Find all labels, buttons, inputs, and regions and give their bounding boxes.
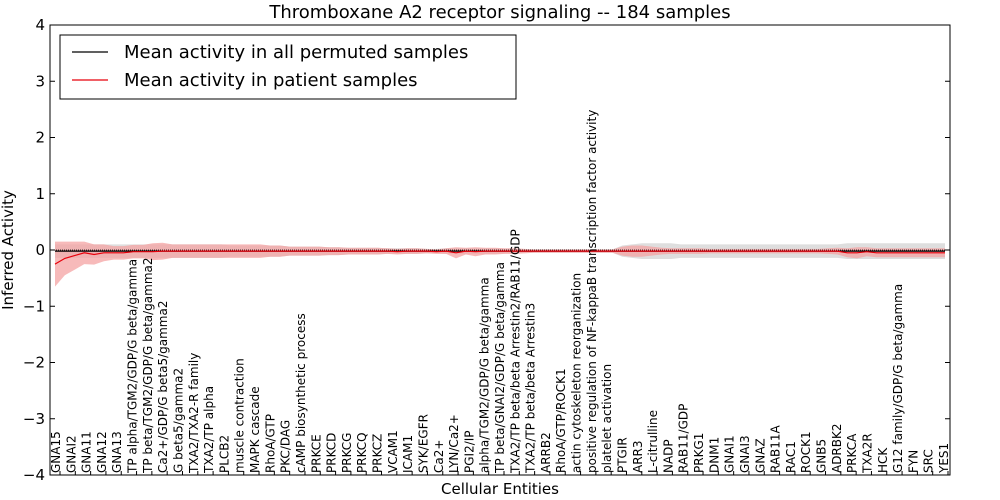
x-tick-label: platelet activation xyxy=(600,364,614,473)
x-tick-label: PRKCE xyxy=(309,434,323,473)
y-tick-label: 4 xyxy=(35,16,45,34)
x-tick-label: ICAM1 xyxy=(401,435,415,473)
x-tick-label: MAPK cascade xyxy=(248,386,262,473)
x-tick-label: positive regulation of NF-kappaB transcr… xyxy=(585,110,599,473)
x-tick-label: RhoA/GTP xyxy=(263,414,277,473)
x-tick-label: TXA2R xyxy=(860,433,874,474)
x-tick-label: muscle contraction xyxy=(233,358,247,473)
x-tick-label: GNAI1 xyxy=(723,435,737,473)
x-tick-label: TP beta/TGM2/GDP/G beta/gamma2 xyxy=(141,257,155,474)
series-lines xyxy=(54,250,945,265)
y-tick-label: 2 xyxy=(35,129,45,147)
x-tick-label: GNAZ xyxy=(753,438,767,473)
x-tick-label: TXA2/TP beta/beta Arrestin2/RAB11/GDP xyxy=(508,229,522,474)
patient-band xyxy=(55,241,945,287)
x-tick-label: GNA11 xyxy=(80,431,94,473)
x-tick-label: GNA15 xyxy=(49,431,63,473)
x-tick-label: ROCK1 xyxy=(799,431,813,473)
patient-mean-line xyxy=(54,250,945,265)
x-tick-labels: GNA15 GNAI2 GNA11 GNA12 GNA13 TP alpha/TGM2/G… xyxy=(49,110,951,475)
x-tick-label: RAB11/GDP xyxy=(677,404,691,473)
legend-box xyxy=(59,34,517,100)
x-tick-label: FYN xyxy=(906,450,920,473)
x-tick-label: GNA12 xyxy=(95,431,109,473)
y-tick-label: 3 xyxy=(35,72,45,90)
x-tick-label: SYK/EGFR xyxy=(416,414,430,473)
x-tick-label: HCK xyxy=(876,447,890,473)
x-tick-label: TXA2/TP beta/beta Arrestin3 xyxy=(524,303,538,474)
y-axis-label: Inferred Activity xyxy=(0,190,17,310)
x-tick-label: RAB11A xyxy=(769,424,783,473)
x-tick-label: GNB5 xyxy=(815,439,829,473)
x-tick-label: cAMP biosynthetic process xyxy=(294,313,308,473)
legend-label-permuted: Mean activity in all permuted samples xyxy=(124,42,468,63)
legend: Mean activity in all permuted samples Me… xyxy=(59,34,517,100)
x-tick-label: LYN/Ca2+ xyxy=(447,414,461,473)
x-tick-label: GNAI3 xyxy=(738,435,752,473)
x-tick-label: Ca2+/GDP/G beta5/gamma2 xyxy=(156,301,170,473)
x-tick-label: RhoA/GTP/ROCK1 xyxy=(554,368,568,473)
x-tick-label: PTGIR xyxy=(615,437,629,473)
x-tick-label: GNA13 xyxy=(110,431,124,473)
y-tick-label: −2 xyxy=(23,354,45,372)
x-tick-label: PGI2/IP xyxy=(462,430,476,473)
x-tick-label: GNAI2 xyxy=(64,435,78,473)
y-tick-label: −1 xyxy=(23,297,45,315)
x-tick-label: ARRB2 xyxy=(539,432,553,473)
x-tick-label: L-citrulline xyxy=(646,410,660,473)
x-tick-label: Ca2+ xyxy=(432,440,446,473)
x-tick-label: TXA2/TP alpha xyxy=(202,386,216,474)
x-tick-label: ARR3 xyxy=(631,440,645,473)
y-tick-label: 0 xyxy=(35,241,45,259)
y-tick-label: −4 xyxy=(23,466,45,484)
x-tick-label: PLCB2 xyxy=(217,435,231,473)
x-tick-label: PRKCD xyxy=(325,433,339,473)
y-ticks: −4 −3 −2 −1 0 1 2 3 4 xyxy=(23,16,950,484)
x-tick-label: DNM1 xyxy=(707,437,721,473)
x-tick-label: G12 family/GDP/G beta/gamma xyxy=(891,284,905,473)
y-tick-label: −3 xyxy=(23,410,45,428)
y-tick-label: 1 xyxy=(35,185,45,203)
x-tick-label: PRKCZ xyxy=(371,434,385,473)
x-tick-label: alpha/TGM2/GDP/G beta/gamma xyxy=(478,277,492,473)
x-tick-label: TP beta/GNAI2/GDP/G beta/gamma xyxy=(493,262,507,474)
x-tick-label: TXA2/TXA2-R family xyxy=(187,353,201,474)
x-axis-label: Cellular Entities xyxy=(441,480,559,498)
x-tick-label: actin cytoskeleton reorganization xyxy=(570,273,584,473)
x-tick-label: YES1 xyxy=(937,443,951,474)
legend-label-patient: Mean activity in patient samples xyxy=(124,70,418,91)
x-tick-label: VCAM1 xyxy=(386,430,400,473)
x-tick-label: SRC xyxy=(922,449,936,473)
x-tick-label: PRKCQ xyxy=(355,432,369,473)
plot-frame xyxy=(49,24,951,476)
x-tick-label: NADP xyxy=(661,439,675,473)
x-tick-label: PRKCA xyxy=(845,433,859,473)
x-tick-label: RAC1 xyxy=(784,441,798,473)
x-tick-label: ADRBK2 xyxy=(830,423,844,473)
x-tick-label: PRKCG xyxy=(340,433,354,473)
x-tick-label: PKC/DAG xyxy=(279,420,293,473)
chart-title: Thromboxane A2 receptor signaling -- 184… xyxy=(268,2,730,23)
x-tick-label: G beta5/gamma2 xyxy=(171,368,185,473)
x-tick-label: PRKG1 xyxy=(692,433,706,473)
x-tick-label: TP alpha/TGM2/GDP/G beta/gamma xyxy=(126,259,140,474)
